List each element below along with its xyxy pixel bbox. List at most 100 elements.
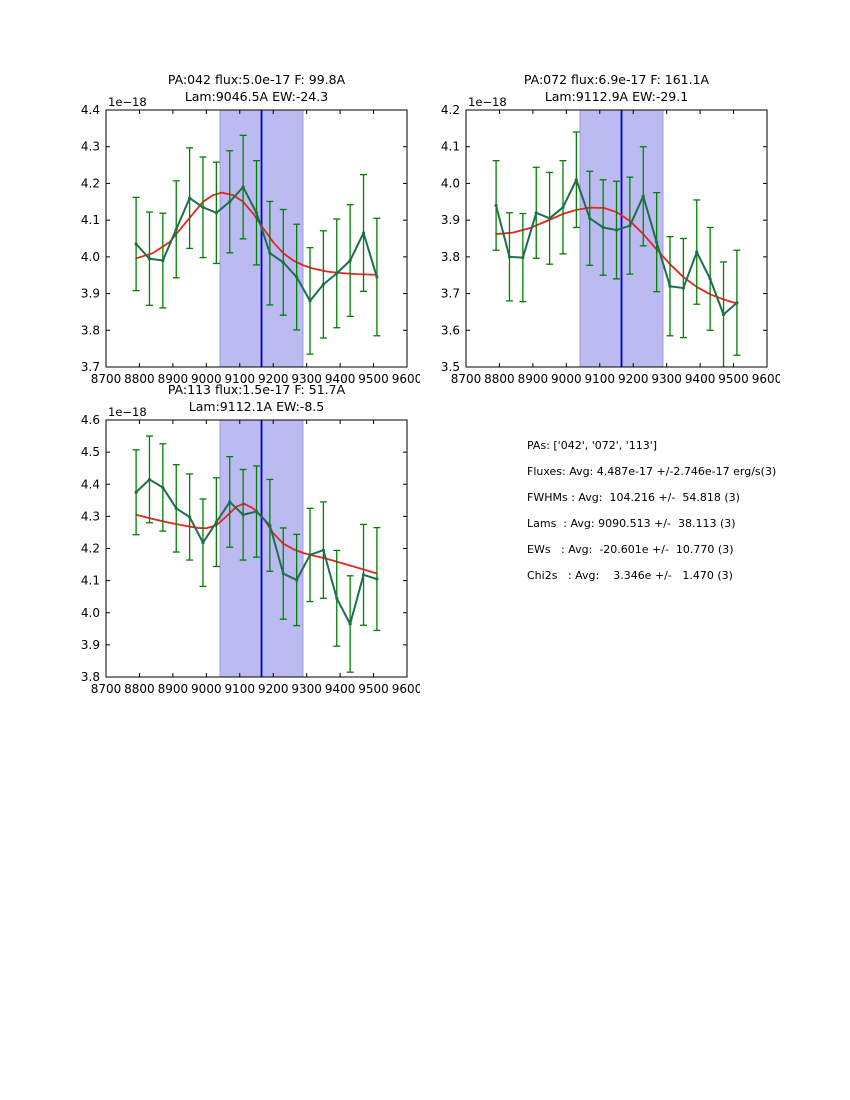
y-axis-offset-label: 1e−18	[108, 96, 147, 109]
svg-text:8900: 8900	[518, 372, 549, 386]
plot3-title-line2: Lam:9112.1A EW:-8.5	[188, 399, 325, 414]
data-point	[161, 258, 165, 263]
svg-text:4.4: 4.4	[81, 103, 100, 117]
axes-frame	[105, 109, 408, 368]
data-point	[295, 578, 299, 582]
plot3-title-line1: PA:113 flux:1.5e-17 F: 51.7A	[167, 382, 346, 397]
data-point	[147, 477, 152, 482]
data-point	[201, 541, 205, 545]
data-point	[614, 228, 619, 232]
data-point	[655, 240, 659, 244]
data-point	[628, 224, 632, 228]
data-point	[534, 211, 538, 215]
svg-text:4.2: 4.2	[81, 176, 100, 190]
data-point	[548, 216, 552, 220]
svg-text:9400: 9400	[325, 682, 356, 696]
svg-text:9200: 9200	[258, 682, 289, 696]
svg-text:8700: 8700	[451, 372, 482, 386]
data-point	[174, 506, 178, 510]
svg-text:4.3: 4.3	[81, 140, 100, 154]
svg-text:9000: 9000	[191, 372, 222, 386]
svg-text:4.1: 4.1	[81, 574, 100, 588]
data-point	[348, 258, 352, 263]
stats-line-chi2s: Chi2s : Avg: 3.346e +/- 1.470 (3)	[527, 569, 733, 582]
data-point	[134, 242, 138, 246]
svg-text:9000: 9000	[191, 682, 222, 696]
x-tick-labels: 8700 8800 8900 9000 9100 9200 9300 9400 9500 9600	[91, 372, 423, 386]
svg-text:8900: 8900	[158, 372, 189, 386]
svg-text:3.9: 3.9	[81, 287, 100, 301]
svg-text:3.8: 3.8	[81, 670, 100, 684]
svg-text:3.5: 3.5	[441, 360, 460, 374]
data-point	[668, 284, 672, 288]
data-point	[268, 251, 272, 255]
plot3-title: PA:113 flux:1.5e-17 F: 51.7A Lam:9112.1A…	[106, 381, 407, 415]
plot1-title-line2: Lam:9046.5A EW:-24.3	[184, 89, 329, 104]
data-point	[588, 216, 592, 220]
svg-text:9600: 9600	[392, 372, 420, 386]
y-tick-labels: 3.5 3.6 3.7 3.8 3.9 4.0 4.1 4.2	[441, 103, 460, 374]
svg-text:4.2: 4.2	[81, 542, 100, 556]
plot2-title-line1: PA:072 flux:6.9e-17 F: 161.1A	[523, 72, 710, 87]
svg-text:4.1: 4.1	[441, 140, 460, 154]
svg-text:8800: 8800	[124, 682, 155, 696]
data-point	[375, 577, 379, 581]
svg-text:3.8: 3.8	[81, 323, 100, 337]
data-point	[735, 301, 739, 305]
svg-text:4.0: 4.0	[441, 176, 460, 190]
tick-marks	[105, 109, 408, 368]
data-point	[308, 299, 312, 303]
plot1-axes-area: 8700 8800 8900 9000 9100 9200 9300 9400 9500 9600…	[50, 95, 423, 396]
plot2-title-line2: Lam:9112.9A EW:-29.1	[544, 89, 689, 104]
data-point	[147, 257, 152, 261]
plot1-title-line1: PA:042 flux:5.0e-17 F: 99.8A	[167, 72, 346, 87]
x-tick-labels: 8700 8800 8900 9000 9100 9200 9300 9400 9500 9600	[451, 372, 783, 386]
data-point	[268, 523, 272, 527]
data-point	[295, 275, 299, 279]
svg-text:4.1: 4.1	[81, 213, 100, 227]
data-point	[241, 513, 245, 517]
data-point	[721, 312, 726, 317]
y-axis-offset-label: 1e−18	[108, 406, 147, 419]
y-tick-labels: 3.7 3.8 3.9 4.0 4.1 4.2 4.3 4.4	[81, 103, 100, 374]
plot2-title: PA:072 flux:6.9e-17 F: 161.1A Lam:9112.9…	[466, 71, 767, 105]
svg-text:9100: 9100	[225, 372, 256, 386]
data-point	[561, 205, 565, 209]
plot2-axes-area: 8700 8800 8900 9000 9100 9200 9300 9400 9500 9600…	[410, 95, 783, 396]
data-point	[641, 194, 645, 198]
x-tick-labels: 8700 8800 8900 9000 9100 9200 9300 9400 9500 9600	[91, 682, 423, 696]
plot3-axes-area: 8700 8800 8900 9000 9100 9200 9300 9400 9500 9600…	[50, 405, 423, 706]
data-point	[228, 500, 232, 504]
data-point	[241, 185, 245, 189]
data-point	[188, 515, 192, 519]
svg-text:9000: 9000	[551, 372, 582, 386]
data-point	[321, 282, 325, 286]
data-point	[695, 250, 699, 254]
svg-text:8800: 8800	[124, 372, 155, 386]
data-point	[161, 485, 165, 490]
svg-text:9300: 9300	[651, 372, 682, 386]
svg-text:4.0: 4.0	[81, 606, 100, 620]
data-point	[281, 571, 285, 576]
data-point	[214, 211, 218, 215]
svg-text:8700: 8700	[91, 372, 122, 386]
svg-text:9100: 9100	[225, 682, 256, 696]
svg-text:9500: 9500	[718, 372, 749, 386]
stats-line-pas: PAs: ['042', '072', '113']	[527, 439, 658, 452]
data-point	[348, 622, 352, 626]
axes-frame	[465, 109, 768, 368]
svg-text:3.8: 3.8	[441, 250, 460, 264]
stats-line-fluxes: Fluxes: Avg: 4.487e-17 +/-2.746e-17 erg/…	[527, 465, 777, 478]
data-point	[228, 200, 232, 204]
svg-text:3.9: 3.9	[81, 638, 100, 652]
stats-panel: PAs: ['042', '072', '113'] Fluxes: Avg: …	[527, 433, 776, 589]
svg-text:3.7: 3.7	[441, 287, 460, 301]
stats-line-ews: EWs : Avg: -20.601e +/- 10.770 (3)	[527, 543, 734, 556]
svg-text:9200: 9200	[618, 372, 649, 386]
svg-text:8700: 8700	[91, 682, 122, 696]
spectrum-chart-3: 8700 8800 8900 9000 9100 9200 9300 9400 9500 9600…	[81, 405, 423, 696]
svg-text:4.6: 4.6	[81, 413, 100, 427]
data-point	[254, 211, 259, 215]
data-point	[308, 553, 312, 557]
